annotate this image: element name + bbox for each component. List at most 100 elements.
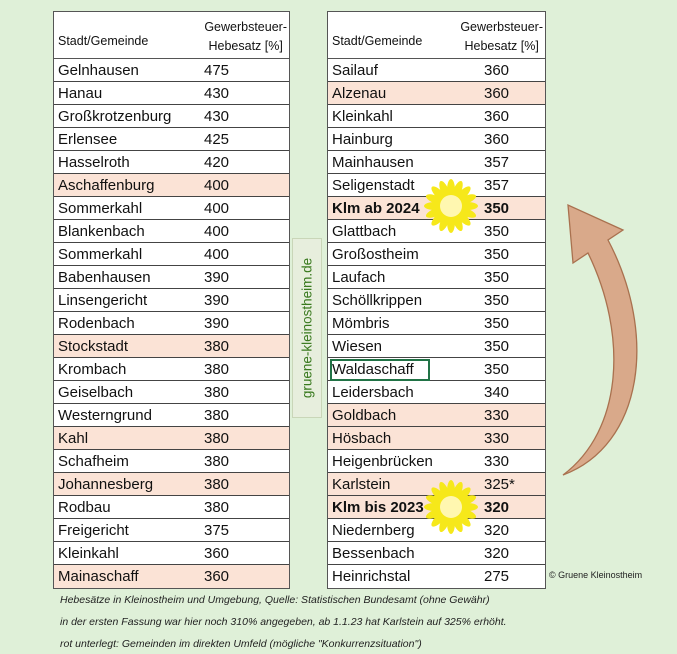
copyright: © Gruene Kleinostheim: [549, 570, 643, 580]
tax-rate: 350: [484, 269, 510, 286]
table-row: Leidersbach 340: [328, 381, 545, 404]
tax-rate: 380: [204, 384, 230, 401]
table-row: Hasselroth 420: [54, 151, 289, 174]
table-row: Sommerkahl 400: [54, 197, 289, 220]
city-name: Gelnhausen: [58, 62, 139, 79]
city-name: Hanau: [58, 85, 103, 102]
tax-rate: 350: [484, 223, 510, 240]
tax-rate: 330: [484, 453, 510, 470]
city-name: Hasselroth: [58, 154, 130, 171]
tax-rate: 350: [484, 315, 510, 332]
tax-rate: 350: [484, 338, 510, 355]
tax-rate: 400: [204, 223, 230, 240]
table-row: Niedernberg 320: [328, 519, 545, 542]
tax-rate: 360: [204, 568, 230, 585]
city-name: Johannesberg: [58, 476, 154, 493]
tax-rate: 380: [204, 453, 230, 470]
city-name: Freigericht: [58, 522, 129, 539]
tax-rate: 360: [484, 85, 510, 102]
tax-rate: 380: [204, 407, 230, 424]
table-row: Hainburg 360: [328, 128, 545, 151]
sunflower-icon: [424, 480, 478, 534]
header-rate: Gewerbsteuer- Hebesatz [%]: [460, 20, 543, 53]
table-row: Schafheim 380: [54, 450, 289, 473]
table-row: Mömbris 350: [328, 312, 545, 335]
table-row: Johannesberg 380: [54, 473, 289, 496]
city-name: Niedernberg: [332, 522, 415, 539]
right-table: Stadt/Gemeinde Gewerbsteuer- Hebesatz [%…: [327, 11, 546, 589]
city-name: Klm ab 2024: [332, 200, 420, 217]
table-row: Großkrotzenburg 430: [54, 105, 289, 128]
table-row: Kleinkahl 360: [328, 105, 545, 128]
city-name: Rodbau: [58, 499, 111, 516]
tax-rate: 275: [484, 568, 510, 585]
city-name: Schafheim: [58, 453, 129, 470]
tax-rate: 425: [204, 131, 230, 148]
tax-rate: 400: [204, 200, 230, 217]
city-name: Sommerkahl: [58, 246, 143, 263]
tax-rate: 360: [484, 108, 510, 125]
table-row: Laufach 350: [328, 266, 545, 289]
tax-rate: 350: [484, 292, 510, 309]
city-name: Karlstein: [332, 476, 391, 493]
city-name: Glattbach: [332, 223, 397, 240]
city-name: Sailauf: [332, 62, 378, 79]
city-name: Kleinkahl: [58, 545, 119, 562]
tax-rate: 350: [484, 361, 510, 378]
city-name: Westerngrund: [58, 407, 152, 424]
tax-rate: 330: [484, 407, 510, 424]
city-name: Alzenau: [332, 85, 387, 102]
city-name: Mainaschaff: [58, 568, 139, 585]
table-row: Heigenbrücken 330: [328, 450, 545, 473]
tax-rate: 380: [204, 499, 230, 516]
table-row: Krombach 380: [54, 358, 289, 381]
table-row: Schöllkrippen 350: [328, 289, 545, 312]
table-row: Alzenau 360: [328, 82, 545, 105]
sunflower-icon: [424, 179, 478, 233]
table-row: Gelnhausen 475: [54, 59, 289, 82]
tax-rate: 400: [204, 177, 230, 194]
city-name: Aschaffenburg: [58, 177, 155, 194]
city-name: Geiselbach: [58, 384, 134, 401]
city-name: Heigenbrücken: [332, 453, 433, 470]
city-name: Rodenbach: [58, 315, 135, 332]
tax-rate: 320: [484, 522, 510, 539]
tax-rate: 380: [204, 476, 230, 493]
left-table: Stadt/Gemeinde Gewerbsteuer- Hebesatz [%…: [53, 11, 290, 589]
city-name: Leidersbach: [332, 384, 414, 401]
city-name: Wiesen: [332, 338, 383, 355]
tax-rate: 360: [484, 62, 510, 79]
table-row: Freigericht 375: [54, 519, 289, 542]
table-row: Großostheim 350: [328, 243, 545, 266]
city-name: Schöllkrippen: [332, 292, 423, 309]
city-name: Kleinkahl: [332, 108, 393, 125]
tax-rate: 360: [204, 545, 230, 562]
tax-rate: 420: [204, 154, 230, 171]
tax-rate: 380: [204, 338, 230, 355]
header-rate: Gewerbsteuer- Hebesatz [%]: [204, 20, 287, 53]
tax-rate: 390: [204, 269, 230, 286]
city-name: Blankenbach: [58, 223, 145, 240]
tax-rate: 430: [204, 85, 230, 102]
table-row: Kleinkahl 360: [54, 542, 289, 565]
tax-rate: 375: [204, 522, 230, 539]
table-row: Blankenbach 400: [54, 220, 289, 243]
tax-rate: 340: [484, 384, 510, 401]
table-row: Waldaschaff 350: [328, 358, 545, 381]
header-city: Stadt/Gemeinde: [332, 34, 423, 48]
table-row: Rodenbach 390: [54, 312, 289, 335]
city-name: Heinrichstal: [332, 568, 411, 585]
table-row: Linsengericht 390: [54, 289, 289, 312]
city-name: Goldbach: [332, 407, 397, 424]
table-header: Stadt/Gemeinde Gewerbsteuer- Hebesatz [%…: [328, 12, 545, 59]
tax-rate: 390: [204, 315, 230, 332]
tax-rate: 320: [484, 545, 510, 562]
table-row: Hösbach 330: [328, 427, 545, 450]
up-arrow-icon: [562, 203, 638, 476]
city-name: Mainhausen: [332, 154, 414, 171]
table-row: Glattbach 350: [328, 220, 545, 243]
table-row: Mainhausen 357: [328, 151, 545, 174]
city-name: Bessenbach: [332, 545, 415, 562]
table-row: Stockstadt 380: [54, 335, 289, 358]
table-row: Sailauf 360: [328, 59, 545, 82]
